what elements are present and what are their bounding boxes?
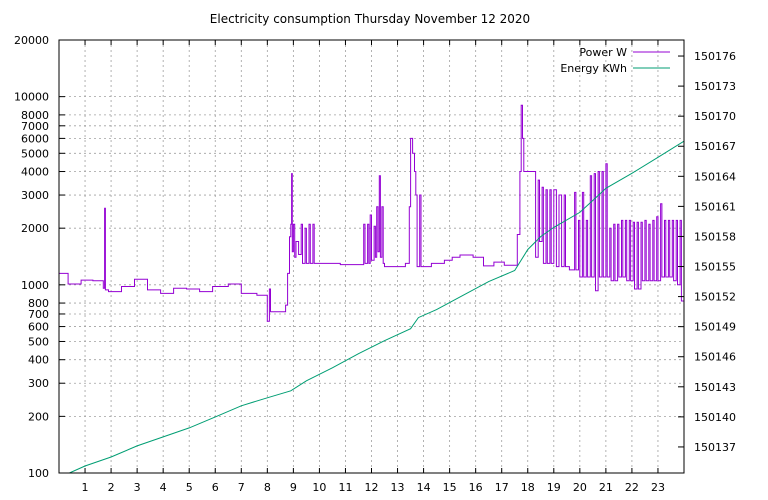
x-tick-label: 15 xyxy=(443,481,457,494)
x-tick-label: 16 xyxy=(469,481,483,494)
x-tick-label: 23 xyxy=(651,481,665,494)
y-tick-label: 20000 xyxy=(14,34,49,47)
series-line-power xyxy=(59,104,684,322)
y-tick-label: 600 xyxy=(28,321,49,334)
x-tick-label: 18 xyxy=(521,481,535,494)
y-tick-label: 100 xyxy=(28,467,49,480)
x-tick-label: 10 xyxy=(312,481,326,494)
y-tick-label: 5000 xyxy=(21,147,49,160)
y-tick-label: 4000 xyxy=(21,166,49,179)
y2-tick-label: 150140 xyxy=(694,411,736,424)
x-tick-labels: 1 2 3 4 5 6 7 8 9 10 11 12 13 14 15 16 17 18 19 20 21 22 23 xyxy=(82,481,665,494)
y2-tick-label: 150176 xyxy=(694,50,736,63)
x-tick-label: 6 xyxy=(212,481,219,494)
y-tick-label: 8000 xyxy=(21,109,49,122)
x-tick-label: 21 xyxy=(599,481,613,494)
series-line-energy xyxy=(69,140,684,473)
y-tick-label: 7000 xyxy=(21,120,49,133)
y2-tick-label: 150146 xyxy=(694,351,736,364)
x-tick-label: 3 xyxy=(134,481,141,494)
y2-tick-label: 150143 xyxy=(694,381,736,394)
ticks xyxy=(59,39,684,474)
x-tick-label: 14 xyxy=(417,481,431,494)
y-tick-label: 500 xyxy=(28,335,49,348)
y2-tick-label: 150137 xyxy=(694,441,736,454)
y2-tick-label: 150161 xyxy=(694,200,736,213)
x-tick-label: 19 xyxy=(547,481,561,494)
x-tick-label: 12 xyxy=(365,481,379,494)
x-tick-label: 22 xyxy=(625,481,639,494)
y2-tick-label: 150173 xyxy=(694,80,736,93)
y-tick-label: 300 xyxy=(28,377,49,390)
y-tick-label: 700 xyxy=(28,308,49,321)
y-tick-label: 10000 xyxy=(14,91,49,104)
legend-label: Energy KWh xyxy=(560,62,627,75)
x-tick-label: 1 xyxy=(82,481,89,494)
x-tick-label: 17 xyxy=(495,481,509,494)
y-tick-label: 800 xyxy=(28,297,49,310)
x-tick-label: 9 xyxy=(290,481,297,494)
y2-tick-label: 150170 xyxy=(694,110,736,123)
y-tick-label: 200 xyxy=(28,410,49,423)
x-tick-label: 13 xyxy=(391,481,405,494)
chart-title: Electricity consumption Thursday Novembe… xyxy=(210,12,530,26)
y-tick-label: 400 xyxy=(28,354,49,367)
y2-tick-label: 150152 xyxy=(694,291,736,304)
x-tick-label: 5 xyxy=(186,481,193,494)
y2-tick-label: 150164 xyxy=(694,170,736,183)
series-layer xyxy=(59,104,684,473)
legend: Power W Energy KWh xyxy=(560,46,670,75)
y-tick-label: 6000 xyxy=(21,132,49,145)
x-tick-label: 20 xyxy=(573,481,587,494)
y-tick-label: 1000 xyxy=(21,279,49,292)
y2-tick-label: 150149 xyxy=(694,321,736,334)
y2-tick-label: 150155 xyxy=(694,261,736,274)
y2-tick-label: 150158 xyxy=(694,230,736,243)
legend-label: Power W xyxy=(579,46,627,59)
x-tick-label: 8 xyxy=(264,481,271,494)
y-tick-label: 2000 xyxy=(21,222,49,235)
y2-tick-labels: 150137 150140 150143 150146 150149 150152 1501… xyxy=(694,50,736,454)
y-tick-label: 3000 xyxy=(21,189,49,202)
x-tick-label: 4 xyxy=(160,481,167,494)
x-tick-label: 7 xyxy=(238,481,245,494)
y2-tick-label: 150167 xyxy=(694,140,736,153)
x-tick-label: 11 xyxy=(338,481,352,494)
x-tick-label: 2 xyxy=(108,481,115,494)
